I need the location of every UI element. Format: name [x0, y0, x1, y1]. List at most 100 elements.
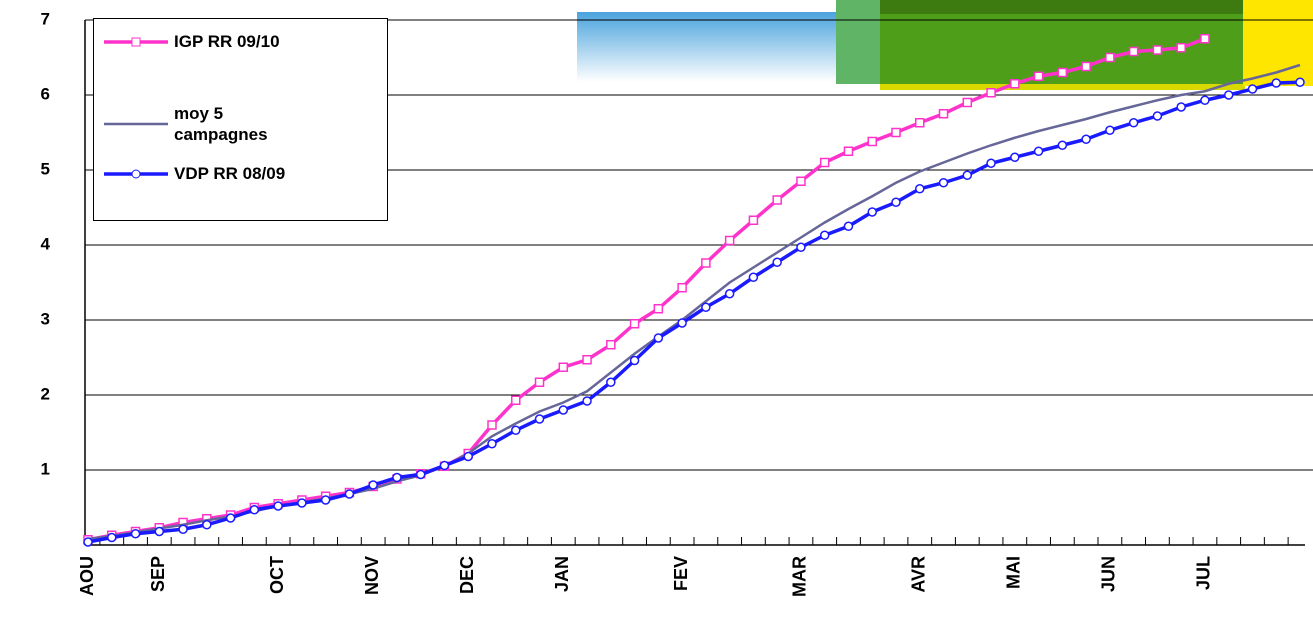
- marker: [867, 136, 877, 147]
- marker: [629, 355, 640, 366]
- marker: [606, 340, 616, 350]
- marker: [487, 439, 497, 449]
- marker: [1105, 125, 1115, 135]
- marker: [202, 520, 212, 530]
- marker: [1081, 61, 1091, 72]
- marker: [938, 178, 949, 188]
- y-tick-label: 7: [41, 9, 50, 28]
- marker: [249, 505, 260, 515]
- marker: [843, 221, 854, 231]
- marker: [83, 537, 93, 547]
- marker: [867, 207, 877, 217]
- legend-swatch: [104, 169, 168, 178]
- marker: [1057, 140, 1068, 150]
- marker: [154, 526, 165, 537]
- x-tick-label: AOU: [77, 556, 97, 596]
- marker: [1128, 46, 1139, 57]
- marker: [534, 377, 545, 387]
- marker: [178, 524, 188, 534]
- marker: [1176, 43, 1186, 53]
- marker: [1152, 45, 1163, 55]
- marker: [511, 425, 521, 435]
- marker: [819, 230, 830, 240]
- legend-swatch: [104, 37, 168, 46]
- marker: [986, 88, 996, 98]
- marker: [487, 420, 497, 430]
- y-tick-label: 3: [41, 309, 50, 328]
- marker: [1033, 146, 1044, 156]
- x-tick-label: FEV: [671, 556, 691, 591]
- decor-green-light: [836, 0, 880, 84]
- marker: [273, 501, 283, 511]
- x-tick-label: MAI: [1004, 556, 1024, 589]
- marker: [962, 97, 973, 108]
- marker: [1247, 84, 1258, 94]
- marker: [511, 395, 521, 405]
- marker: [130, 529, 141, 539]
- marker: [1128, 118, 1139, 128]
- x-tick-label: JAN: [552, 556, 572, 592]
- marker: [891, 127, 901, 138]
- marker: [1200, 95, 1210, 105]
- marker: [701, 258, 711, 268]
- x-tick-label: OCT: [267, 556, 287, 594]
- legend-entry: IGP RR 09/10: [104, 31, 299, 52]
- legend-label: moy 5 campagnes: [174, 104, 268, 144]
- y-tick-label: 2: [41, 384, 50, 403]
- legend-entry: moy 5 campagnes: [104, 103, 274, 145]
- marker: [1176, 102, 1186, 112]
- legend: IGP RR 09/10 moy 5 campagnes VDP RR 08/09: [93, 18, 388, 221]
- marker: [986, 158, 996, 168]
- marker: [701, 302, 711, 312]
- marker: [1105, 52, 1115, 63]
- marker: [1152, 111, 1163, 121]
- marker: [344, 489, 355, 499]
- plot: 1 2 3 4 5 6 7 AOU SEP OCT NOV DEC JAN FEV MAR AVR MAI JUN…: [41, 9, 1313, 597]
- x-tick-label: NOV: [362, 556, 382, 595]
- marker: [582, 396, 592, 406]
- marker: [915, 184, 925, 194]
- marker: [796, 176, 806, 186]
- marker: [1010, 152, 1020, 162]
- marker: [297, 498, 307, 508]
- marker: [1081, 134, 1091, 144]
- marker: [463, 451, 473, 462]
- marker: [439, 460, 450, 471]
- marker: [819, 157, 830, 168]
- marker: [772, 195, 782, 205]
- x-tick-label: JUN: [1099, 556, 1119, 592]
- legend-swatch: [104, 122, 168, 126]
- marker: [891, 197, 901, 207]
- marker: [534, 414, 545, 424]
- marker: [1057, 67, 1068, 78]
- marker: [724, 235, 735, 246]
- marker: [392, 472, 402, 483]
- marker: [1033, 71, 1044, 81]
- x-tick-label: MAR: [790, 556, 810, 597]
- y-tick-label: 5: [41, 159, 50, 178]
- marker: [558, 405, 569, 415]
- marker: [772, 257, 782, 267]
- marker: [653, 333, 664, 343]
- marker: [677, 318, 687, 328]
- marker: [724, 289, 735, 299]
- marker: [843, 146, 854, 156]
- marker: [677, 283, 687, 293]
- y-tick-label: 1: [41, 459, 50, 478]
- marker: [1010, 79, 1020, 89]
- marker: [368, 480, 378, 490]
- x-tick-label: AVR: [909, 556, 929, 593]
- marker: [748, 215, 759, 225]
- marker: [107, 532, 117, 543]
- line: [87, 80, 1301, 544]
- marker: [415, 469, 426, 480]
- decor-green-dark: [880, 0, 1245, 14]
- marker: [653, 304, 664, 314]
- marker: [796, 242, 806, 252]
- marker: [1295, 77, 1305, 87]
- legend-label: VDP RR 08/09: [174, 164, 286, 183]
- x-tick-label: SEP: [148, 556, 168, 592]
- marker: [225, 513, 236, 523]
